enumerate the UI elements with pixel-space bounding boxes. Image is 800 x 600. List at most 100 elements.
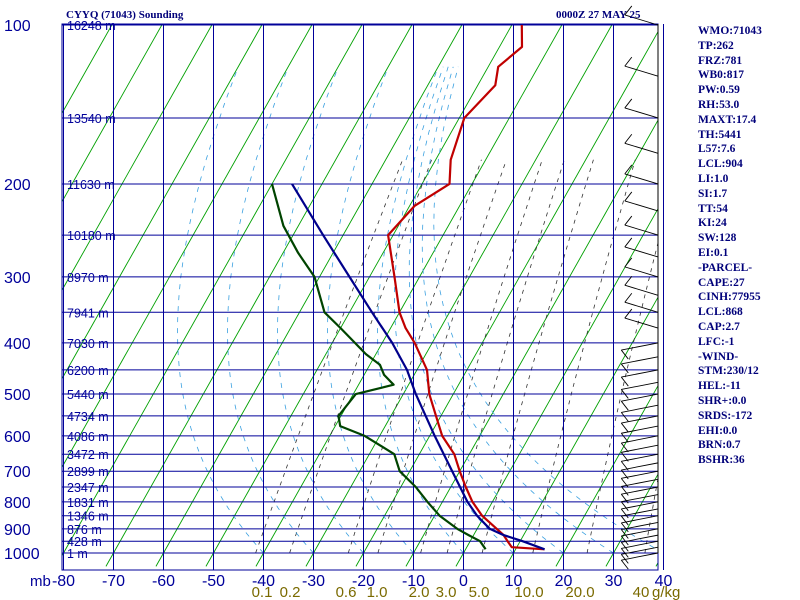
wind-barb (621, 404, 659, 413)
wind-barb-flag (620, 522, 629, 533)
wind-barb (621, 478, 659, 487)
temperature-tick-label: -80 (52, 573, 75, 590)
index-item: KI:24 (698, 217, 727, 230)
height-label: 2347 m (67, 481, 109, 495)
index-item: BRN:0.7 (698, 439, 741, 452)
wind-barb (621, 515, 659, 524)
valid-time: 0000Z 27 MAY 25 (556, 9, 641, 21)
temperature-tick-label: -40 (252, 573, 275, 590)
wind-barb (621, 356, 659, 365)
pressure-tick-label: 700 (4, 464, 31, 481)
wind-barb-flag (624, 292, 633, 303)
temperature-tick-label: 40 (655, 573, 673, 590)
wind-barb-flag (624, 134, 633, 144)
index-item: RH:53.0 (698, 98, 740, 111)
moist-adiabat-line (421, 66, 614, 554)
wind-barb (621, 381, 659, 390)
pressure-tick-label: 500 (4, 387, 31, 404)
wind-barb-flag (620, 389, 629, 399)
isotherm-line (455, 207, 658, 567)
height-label: 876 m (67, 523, 102, 537)
isotherm-line (155, 24, 463, 567)
wind-barb-flag (620, 363, 629, 374)
wind-barb (621, 528, 659, 537)
wind-barb-flag (620, 529, 629, 539)
wind-barb-flag (620, 400, 629, 411)
moist-adiabat-line (177, 66, 264, 554)
wind-barb (624, 301, 659, 313)
index-item: WMO:71043 (698, 25, 762, 37)
pressure-tick-label: 100 (4, 18, 31, 35)
mixing-ratio-tick-label: 1.0 (367, 584, 388, 600)
wind-barb-flag (620, 376, 629, 387)
wind-barb (624, 14, 659, 26)
index-item: SHR+:0.0 (698, 394, 747, 407)
index-item: L57:7.6 (698, 143, 736, 156)
wind-barb-flag (624, 5, 633, 16)
temperature-tick-label: 30 (605, 573, 623, 590)
dewpoint-trace (270, 183, 487, 550)
index-item: CINH:77955 (698, 291, 761, 304)
wind-barb-flag (620, 501, 629, 511)
mixing-ratio-tick-label: 0.1 (252, 584, 273, 600)
wind-barb-flag (624, 275, 633, 286)
height-label: 5440 m (67, 388, 109, 402)
wind-barb (624, 224, 659, 236)
isotherm-line (62, 24, 213, 292)
temperature-tick-label: -10 (402, 573, 425, 590)
index-item: TP:262 (698, 39, 734, 52)
height-label: 11630 m (67, 178, 115, 192)
wind-barb (621, 342, 659, 351)
isotherm-line (205, 24, 513, 567)
wind-barb-flag (620, 554, 629, 564)
height-label: 1 m (67, 547, 88, 561)
temperature-tick-label: -60 (152, 573, 175, 590)
isotherm-line (756, 13, 800, 566)
isotherm-line (105, 24, 413, 567)
mixing-ratio-line (289, 159, 432, 554)
pressure-tick-label: 800 (4, 495, 31, 512)
index-item: LCL:904 (698, 158, 743, 171)
isotherm-line (555, 384, 658, 567)
height-label: 1346 m (67, 510, 109, 524)
mixing-ratio-line (481, 159, 594, 554)
wind-barb-flag (620, 412, 629, 422)
isotherm-line (62, 24, 163, 203)
isotherm-line (0, 13, 18, 566)
index-item: -PARCEL- (698, 261, 753, 274)
pressure-tick-label: 600 (4, 429, 31, 446)
index-item: BSHR:36 (698, 454, 745, 467)
wind-barb (621, 393, 659, 402)
index-item: SW:128 (698, 232, 737, 245)
mixing-ratio-line (420, 159, 543, 554)
wind-barb-flag (624, 164, 633, 175)
wind-barb (621, 534, 659, 543)
wind-barb-flag (620, 515, 629, 526)
index-item: CAPE:27 (698, 276, 745, 289)
moist-adiabat-line (408, 66, 564, 554)
moist-adiabat-line (227, 66, 314, 554)
wind-barbs (620, 5, 659, 570)
moist-adiabat-line (433, 66, 658, 551)
index-item: LCL:868 (698, 306, 743, 319)
index-item: EHI:0.0 (698, 424, 738, 437)
height-label: 1831 m (67, 496, 109, 510)
wind-barb-flag (624, 257, 633, 268)
wind-barb-flag (620, 535, 629, 546)
temperature-tick-label: -50 (202, 573, 225, 590)
temperature-tick-label: 20 (555, 573, 573, 590)
wind-barb (621, 462, 659, 471)
index-item: LI:1.0 (698, 172, 729, 185)
isotherm-line (355, 30, 658, 567)
wind-barb (621, 540, 659, 549)
wind-barb (621, 546, 659, 555)
mixing-ratio-tick-label: 5.0 (469, 584, 490, 600)
wind-barb-flag (624, 237, 633, 248)
wind-barb-flag (620, 478, 629, 488)
chart-title: CYYQ (71043) Sounding (66, 9, 184, 21)
isotherm-line (62, 24, 113, 115)
wind-barb (621, 552, 659, 561)
mixing-ratio-unit-label: g/kg (652, 584, 680, 600)
